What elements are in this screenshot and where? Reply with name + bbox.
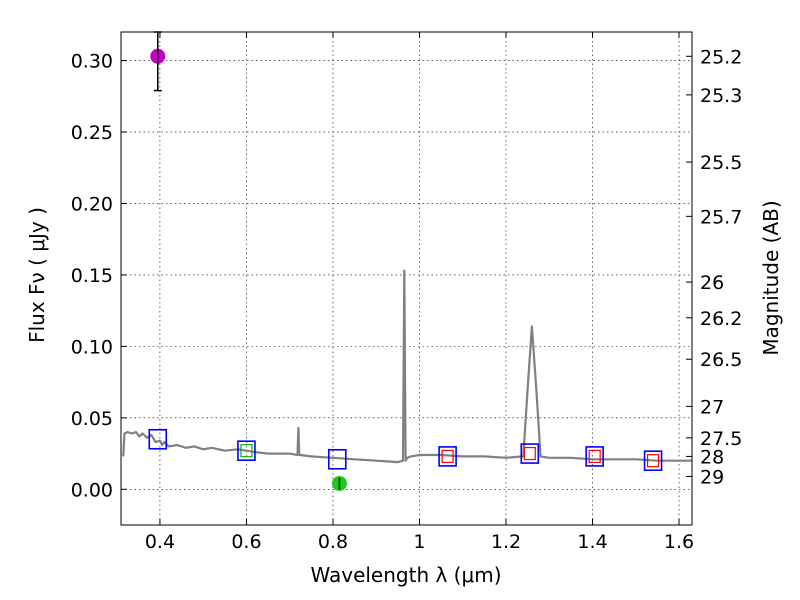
y-tick-label: 0.20	[71, 193, 113, 215]
band-observed-point	[240, 444, 253, 458]
y-tick-label: 0.00	[71, 479, 113, 501]
band-model-point	[643, 450, 663, 471]
band-model-point	[438, 446, 457, 467]
y-tick-label: 0.25	[71, 122, 113, 144]
band-model-point	[148, 428, 168, 450]
x-tick-label: 0.6	[231, 531, 261, 553]
x-tick-label: 1.6	[664, 531, 694, 553]
x-tick-label: 1.2	[491, 531, 521, 553]
x-tick-label: 1.4	[577, 531, 607, 553]
magnitude-tick-label: 25.2	[700, 46, 742, 68]
magnitude-tick-label: 27.5	[700, 428, 742, 450]
band-model-point	[520, 443, 540, 464]
series-layer	[122, 31, 692, 492]
grid	[121, 32, 692, 525]
x-tick-label: 1	[413, 531, 425, 553]
magnitude-tick-label: 28	[700, 446, 724, 468]
band-observed-point	[523, 446, 536, 461]
model-spectrum-line	[122, 269, 692, 464]
x-axis-label: Wavelength λ (μm)	[310, 563, 501, 587]
magnitude-tick-label: 27	[700, 396, 724, 418]
y-tick-label: 0.05	[71, 408, 113, 430]
magnitude-tick-label: 29	[700, 466, 724, 488]
band-observed-point	[588, 449, 601, 464]
band-observed-point	[441, 449, 454, 464]
y-tick-label: 0.10	[71, 336, 113, 358]
magnitude-tick-label: 26.5	[700, 349, 742, 371]
y-tick-label: 0.30	[71, 51, 113, 73]
magnitude-tick-label: 25.3	[700, 85, 742, 107]
band-model-point	[585, 446, 604, 467]
magnitude-tick-label: 26	[700, 272, 724, 294]
magnitude-tick-label: 25.5	[700, 152, 742, 174]
y-tick-label: 0.15	[71, 265, 113, 287]
ticks-layer: 0.4 0.6 0.8 1 1.2 1.4 1.6 0.00 0.05 0.10 0.15 0.20 0…	[71, 32, 742, 553]
band-model-point	[237, 440, 256, 461]
magnitude-tick-label: 25.7	[700, 206, 742, 228]
y-axis-label: Flux Fν ( μJy )	[25, 207, 49, 343]
x-tick-label: 0.4	[145, 531, 175, 553]
band-observed-point	[646, 454, 660, 468]
band-model-point	[327, 448, 347, 470]
right-axis-label: Magnitude (AB)	[759, 200, 783, 355]
magnitude-tick-label: 26.2	[700, 308, 742, 330]
x-tick-label: 0.8	[318, 531, 348, 553]
plot-frame	[120, 31, 693, 526]
